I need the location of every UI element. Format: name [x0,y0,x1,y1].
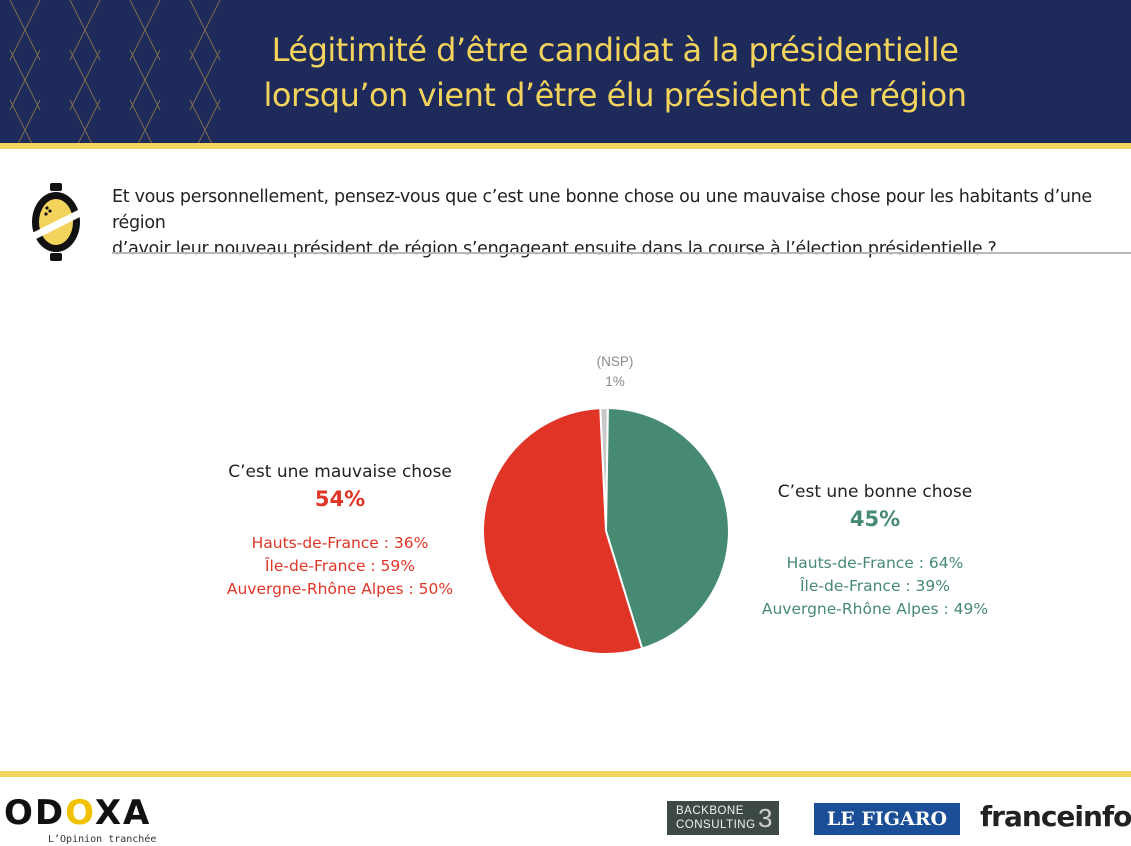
title-line-2: lorsqu’on vient d’être élu président de … [263,76,967,114]
decorative-leaf-pattern [9,0,221,143]
region-row: Île-de-France : 39% [799,577,951,595]
le-figaro-logo: LE FIGARO [814,803,960,835]
bonne-chose-regions: Hauts-de-France : 64% Île-de-France : 39… [740,552,1010,621]
backbone-consulting-logo: BACKBONE CONSULTING 3 [667,801,779,835]
question-line-2: d’avoir leur nouveau président de région… [112,239,997,259]
question-line-1: Et vous personnellement, pensez-vous que… [112,187,1092,233]
odoxa-logo: ODOXA [4,793,152,833]
bonne-chose-value: 45% [849,507,901,531]
title-line-1: Légitimité d’être candidat à la présiden… [271,31,959,69]
mauvaise-chose-value: 54% [314,487,366,511]
pie-slice-bonne-chose [604,407,730,650]
footer-stripe [0,771,1131,777]
region-row: Hauts-de-France : 64% [786,554,964,572]
odoxa-question-icon [32,183,80,261]
nsp-label: (NSP) [596,354,634,369]
pie-slice-mauvaise-chose [482,407,644,656]
page-title: Légitimité d’être candidat à la présiden… [150,28,1080,118]
pie-chart [482,407,730,656]
region-row: Hauts-de-France : 36% [251,534,429,552]
mauvaise-chose-label: C’est une mauvaise chose [228,462,452,482]
region-row: Auvergne-Rhône Alpes : 50% [226,580,454,598]
mauvaise-chose-block: C’est une mauvaise chose 54% Hauts-de-Fr… [200,460,480,601]
bonne-chose-label: C’est une bonne chose [777,482,973,502]
bonne-chose-block: C’est une bonne chose 45% Hauts-de-Franc… [740,480,1010,621]
region-row: Auvergne-Rhône Alpes : 49% [761,600,989,618]
region-row: Île-de-France : 59% [264,557,416,575]
odoxa-tagline: L’Opinion tranchée [48,834,157,845]
question-divider [112,252,1131,254]
franceinfo-logo: franceinfo: [980,800,1131,833]
header-banner: Légitimité d’être candidat à la présiden… [0,0,1131,143]
mauvaise-chose-regions: Hauts-de-France : 36% Île-de-France : 59… [200,532,480,601]
survey-question: Et vous personnellement, pensez-vous que… [112,184,1122,262]
header-stripe [0,143,1131,149]
nsp-label-block: (NSP) 1% [570,352,660,392]
nsp-value: 1% [605,374,625,389]
